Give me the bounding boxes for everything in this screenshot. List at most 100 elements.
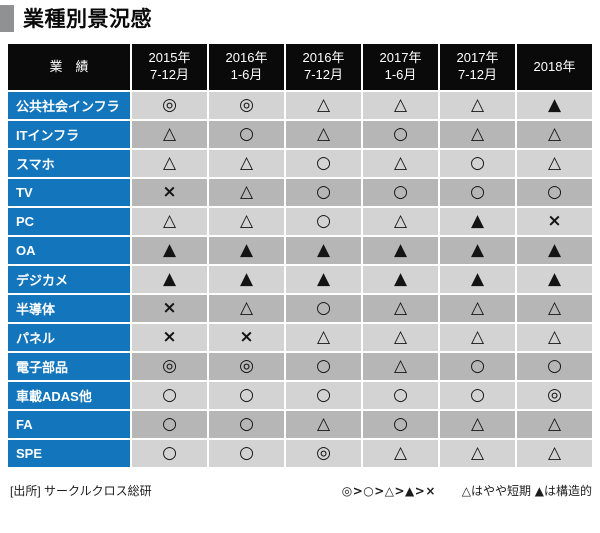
source-note: [出所] サークルクロス総研: [10, 484, 152, 498]
industry-label: ITインフラ: [8, 121, 130, 148]
period-header-line2: 7-12月: [149, 67, 190, 82]
sentiment-symbol-cell: ○: [209, 382, 284, 409]
period-header-line2: 7-12月: [457, 67, 498, 82]
table-row: 半導体 × △ ○ △ △ △: [8, 295, 592, 322]
industry-label: 電子部品: [8, 353, 130, 380]
period-header-cell: 2018年: [517, 44, 592, 90]
period-header-line2: 7-12月: [303, 67, 344, 82]
sentiment-symbol-cell: ▲: [132, 266, 207, 293]
sentiment-symbol-cell: △: [132, 121, 207, 148]
sentiment-symbol-cell: ×: [209, 324, 284, 351]
sentiment-symbol-cell: ○: [132, 382, 207, 409]
sentiment-symbol-cell: ○: [286, 382, 361, 409]
industry-label: 公共社会インフラ: [8, 92, 130, 119]
sentiment-symbol-cell: △: [517, 324, 592, 351]
sentiment-table: 業 績 2015年 7-12月 2016年 1-6月 2016年 7-12月 2017年 1-6…: [6, 42, 594, 469]
sentiment-symbol-cell: ○: [440, 353, 515, 380]
sentiment-symbol-cell: △: [440, 411, 515, 438]
sentiment-symbol-cell: ▲: [286, 237, 361, 264]
industry-label: スマホ: [8, 150, 130, 177]
sentiment-symbol-cell: ○: [286, 353, 361, 380]
table-row: 車載ADAS他 ○ ○ ○ ○ ○ ◎: [8, 382, 592, 409]
industry-label: パネル: [8, 324, 130, 351]
sentiment-symbol-cell: ○: [440, 179, 515, 206]
period-header-line2: 1-6月: [230, 67, 263, 82]
sentiment-symbol-cell: △: [363, 208, 438, 235]
sentiment-symbol-cell: △: [517, 150, 592, 177]
sentiment-symbol-cell: ○: [209, 121, 284, 148]
sentiment-symbol-cell: △: [286, 92, 361, 119]
sentiment-symbol-cell: ○: [132, 440, 207, 467]
sentiment-symbol-cell: ▲: [440, 237, 515, 264]
period-header-line2: 1-6月: [384, 67, 417, 82]
sentiment-symbol-cell: △: [209, 208, 284, 235]
sentiment-symbol-cell: ○: [286, 295, 361, 322]
table-row: SPE ○ ○ ◎ △ △ △: [8, 440, 592, 467]
sentiment-symbol-cell: ◎: [286, 440, 361, 467]
sentiment-symbol-cell: △: [517, 121, 592, 148]
sentiment-symbol-cell: ○: [517, 179, 592, 206]
period-header-cell: 2016年 1-6月: [209, 44, 284, 90]
table-row: デジカメ ▲ ▲ ▲ ▲ ▲ ▲: [8, 266, 592, 293]
page-title: 業種別景況感: [23, 8, 152, 31]
corner-header-cell: 業 績: [8, 44, 130, 90]
period-header-cell: 2017年 7-12月: [440, 44, 515, 90]
sentiment-symbol-cell: ▲: [132, 237, 207, 264]
industry-label: FA: [8, 411, 130, 438]
sentiment-symbol-cell: △: [132, 208, 207, 235]
sentiment-symbol-cell: △: [440, 92, 515, 119]
table-row: FA ○ ○ △ ○ △ △: [8, 411, 592, 438]
industry-label: 半導体: [8, 295, 130, 322]
sentiment-symbol-cell: ◎: [132, 353, 207, 380]
title-accent-square: [0, 4, 14, 32]
industry-label: デジカメ: [8, 266, 130, 293]
sentiment-symbol-cell: △: [363, 353, 438, 380]
industry-label: SPE: [8, 440, 130, 467]
sentiment-symbol-cell: ○: [286, 150, 361, 177]
sentiment-symbol-cell: △: [209, 295, 284, 322]
sentiment-symbol-cell: △: [286, 121, 361, 148]
sentiment-symbol-cell: △: [440, 121, 515, 148]
sentiment-symbol-cell: △: [440, 440, 515, 467]
period-header-line1: 2017年: [379, 50, 422, 66]
period-header-cell: 2016年 7-12月: [286, 44, 361, 90]
sentiment-symbol-cell: △: [209, 150, 284, 177]
title-bar: 業種別景況感: [0, 3, 600, 33]
legend-note: △はやや短期 ▲は構造的: [461, 484, 592, 498]
sentiment-symbol-cell: △: [286, 411, 361, 438]
sentiment-symbol-cell: ○: [132, 411, 207, 438]
footer: [出所] サークルクロス総研 ◎>○>△>▲>× △はやや短期 ▲は構造的: [10, 482, 592, 499]
table-row: PC △ △ ○ △ ▲ ×: [8, 208, 592, 235]
table-row: 公共社会インフラ ◎ ◎ △ △ △ ▲: [8, 92, 592, 119]
industry-label: TV: [8, 179, 130, 206]
sentiment-symbol-cell: ○: [363, 411, 438, 438]
sentiment-symbol-cell: ×: [517, 208, 592, 235]
sentiment-symbol-cell: ▲: [517, 237, 592, 264]
legend: ◎>○>△>▲>× △はやや短期 ▲は構造的: [342, 482, 592, 499]
period-header-cell: 2017年 1-6月: [363, 44, 438, 90]
table-row: OA ▲ ▲ ▲ ▲ ▲ ▲: [8, 237, 592, 264]
sentiment-symbol-cell: ○: [517, 353, 592, 380]
sentiment-symbol-cell: ○: [209, 440, 284, 467]
sentiment-symbol-cell: △: [363, 324, 438, 351]
sentiment-symbol-cell: ◎: [209, 92, 284, 119]
sentiment-symbol-cell: ○: [363, 179, 438, 206]
sentiment-symbol-cell: △: [363, 150, 438, 177]
sentiment-symbol-cell: ▲: [363, 237, 438, 264]
sentiment-symbol-cell: ○: [286, 208, 361, 235]
sentiment-symbol-cell: △: [363, 440, 438, 467]
industry-label: OA: [8, 237, 130, 264]
sentiment-symbol-cell: △: [440, 324, 515, 351]
table-row: パネル × × △ △ △ △: [8, 324, 592, 351]
sentiment-symbol-cell: △: [132, 150, 207, 177]
period-header-line1: 2018年: [533, 58, 576, 74]
sentiment-symbol-cell: ▲: [440, 208, 515, 235]
sentiment-symbol-cell: ○: [286, 179, 361, 206]
sentiment-symbol-cell: △: [209, 179, 284, 206]
period-header-line1: 2016年: [302, 50, 345, 66]
corner-header-label: 業 績: [49, 58, 89, 74]
industry-label: PC: [8, 208, 130, 235]
sentiment-symbol-cell: ◎: [132, 92, 207, 119]
sentiment-symbol-cell: ○: [363, 121, 438, 148]
sentiment-symbol-cell: ○: [209, 411, 284, 438]
